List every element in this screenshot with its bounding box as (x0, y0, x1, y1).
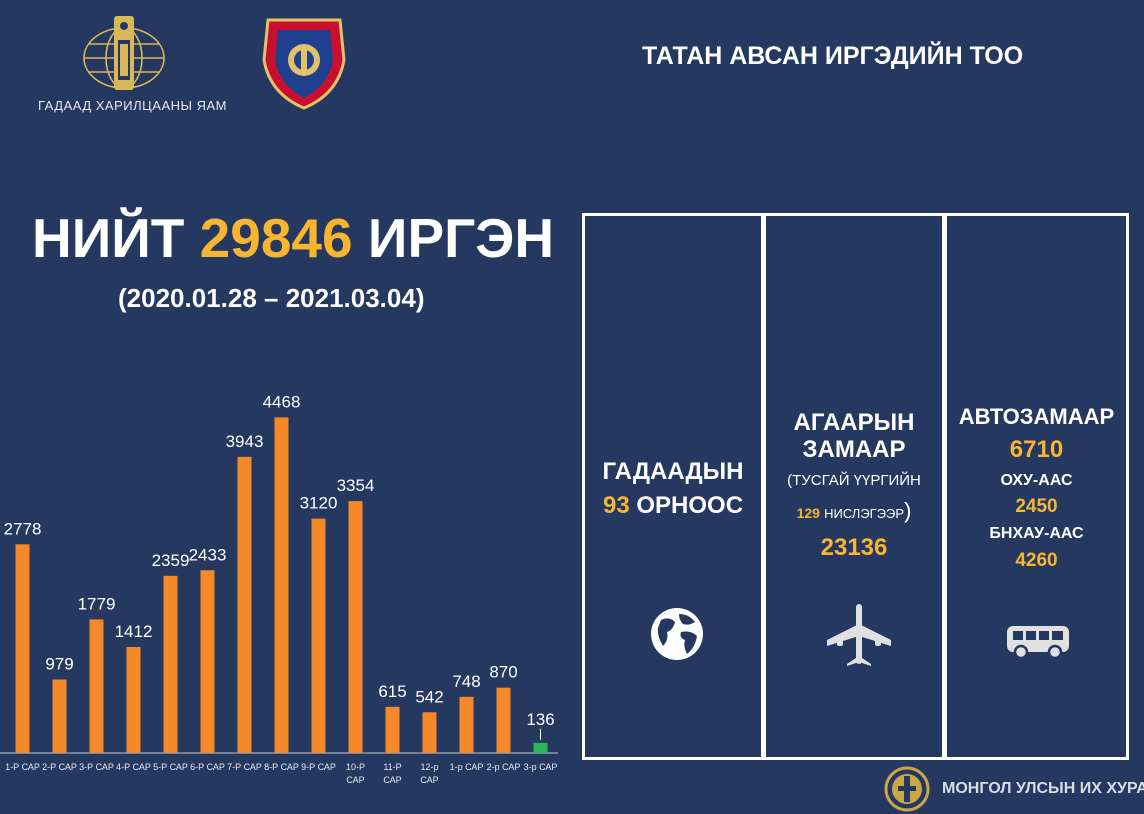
total-prefix: НИЙТ (32, 207, 185, 269)
bar-5 (163, 575, 178, 753)
ministry-logo (83, 16, 165, 90)
total-suffix: ИРГЭН (367, 207, 555, 269)
bar-13 (459, 696, 474, 753)
globe-icon (651, 608, 703, 660)
parliament-emblem (884, 766, 930, 812)
bar-4 (126, 646, 141, 753)
total-number: 29846 (199, 207, 353, 269)
x-tick-label-9: 9-Р САР (301, 762, 336, 772)
data-label-8: 4468 (263, 392, 301, 411)
bus-icon (1007, 626, 1069, 660)
china-label: БНХАУ-ААС (989, 525, 1084, 542)
x-tick-label-13: 1-р САР (450, 762, 484, 772)
bar-10 (348, 501, 363, 753)
agency-emblem (262, 18, 346, 110)
data-label-14: 870 (489, 663, 517, 682)
countries-line2: ОРНООС (636, 492, 744, 519)
monthly-bar-chart: 2778 1-Р САР 979 2-Р САР 1779 3-Р САР 1412 4-Р … (0, 392, 558, 785)
countries-line1: ГАДААДЫН (602, 458, 744, 485)
x-tick-label-15: 3-р САР (524, 762, 558, 772)
russia-value: 2450 (1015, 496, 1058, 517)
data-label-1: 2778 (4, 519, 42, 538)
air-close-paren: ) (904, 498, 912, 523)
air-note-suffix: НИСЛЭГЭЭР (824, 506, 905, 521)
x-tick-label-12: САР (420, 775, 438, 785)
bar-9 (311, 518, 326, 753)
ministry-name: ГАДААД ХАРИЛЦААНЫ ЯАМ (38, 98, 228, 113)
road-panel: АВТОЗАМААР 6710 ОХУ-ААС 2450 БНХАУ-ААС 4… (944, 213, 1129, 760)
data-label-4: 1412 (115, 622, 153, 641)
data-label-15: 136 (526, 710, 554, 729)
bar-8 (274, 417, 289, 753)
bar-15 (533, 742, 548, 753)
bar-6 (200, 570, 215, 753)
data-label-10: 3354 (337, 476, 375, 495)
bar-1 (15, 544, 30, 753)
airplane-icon (827, 604, 891, 666)
x-tick-label-1: 1-Р САР (5, 762, 40, 772)
x-tick-label-2: 2-Р САР (42, 762, 77, 772)
x-tick-label-4: 4-Р САР (116, 762, 151, 772)
x-tick-label-11: САР (383, 775, 401, 785)
data-label-13: 748 (452, 672, 480, 691)
data-label-2: 979 (45, 654, 73, 673)
bar-11 (385, 706, 400, 753)
data-label-5: 2359 (152, 551, 190, 570)
x-tick-label-7: 7-Р САР (227, 762, 262, 772)
china-value: 4260 (1015, 550, 1058, 571)
bar-3 (89, 619, 104, 753)
russia-label: ОХУ-ААС (1000, 472, 1073, 489)
air-flights-line: 129 НИСЛЭГЭЭР) (766, 498, 942, 524)
air-total: 23136 (820, 534, 888, 561)
x-tick-label-12: 12-р (420, 762, 438, 772)
data-label-9: 3120 (300, 494, 338, 513)
air-panel: АГААРЫН ЗАМААР (ТУСГАЙ ҮҮРГИЙН 129 НИСЛЭ… (763, 213, 945, 760)
x-tick-label-8: 8-Р САР (264, 762, 299, 772)
page-title: ТАТАН АВСАН ИРГЭДИЙН ТОО (642, 42, 1024, 70)
data-label-6: 2433 (189, 545, 227, 564)
x-tick-label-5: 5-Р САР (153, 762, 188, 772)
bar-14 (496, 687, 511, 753)
x-tick-label-10: САР (346, 775, 364, 785)
bar-2 (52, 679, 67, 753)
data-label-11: 615 (378, 682, 406, 701)
road-line1: АВТОЗАМААР (958, 404, 1115, 429)
air-note-prefix: (ТУСГАЙ ҮҮРГИЙН (787, 472, 921, 489)
bar-12 (422, 712, 437, 753)
countries-panel: ГАДААДЫН 93 ОРНООС (582, 213, 764, 760)
air-flights: 129 (796, 505, 820, 521)
parliament-name: МОНГОЛ УЛСЫН ИХ ХУРАЛ (942, 780, 1144, 797)
x-tick-label-3: 3-Р САР (79, 762, 114, 772)
countries-count-line: 93 ОРНООС (585, 492, 761, 520)
data-label-12: 542 (415, 687, 443, 706)
bar-7 (237, 456, 252, 753)
date-range: (2020.01.28 – 2021.03.04) (118, 283, 425, 313)
data-label-3: 1779 (78, 594, 116, 613)
total-heading: НИЙТ 29846 ИРГЭН (32, 206, 554, 270)
x-tick-label-14: 2-р САР (487, 762, 521, 772)
data-label-7: 3943 (226, 432, 264, 451)
x-tick-label-10: 10-Р (346, 762, 365, 772)
air-line2: ЗАМААР (802, 436, 906, 463)
countries-number: 93 (602, 492, 630, 519)
road-total: 6710 (1009, 436, 1064, 463)
air-line1: АГААРЫН (793, 409, 915, 436)
x-tick-label-6: 6-Р САР (190, 762, 225, 772)
x-tick-label-11: 11-Р (383, 762, 401, 772)
